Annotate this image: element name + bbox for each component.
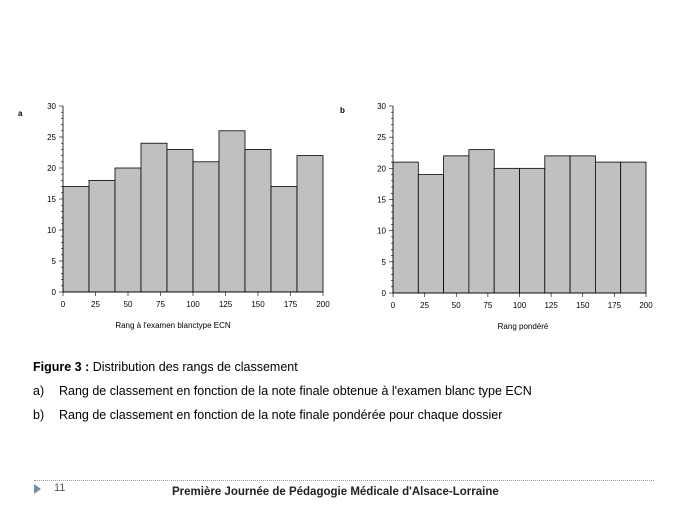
- figure-caption-label: Figure 3 :: [33, 360, 90, 374]
- y-tick-label: 25: [377, 133, 386, 142]
- x-tick-label: 75: [483, 301, 492, 310]
- x-tick-label: 25: [91, 300, 100, 309]
- y-tick-label: 30: [47, 102, 56, 111]
- page-number: 11: [54, 482, 66, 494]
- x-tick-label: 200: [316, 300, 330, 309]
- y-tick-label: 0: [52, 288, 57, 297]
- y-tick-label: 15: [377, 196, 386, 205]
- x-tick-label: 175: [284, 300, 298, 309]
- histogram-bar: [493, 167, 520, 294]
- caption-item-b: b) Rang de classement en fonction de la n…: [33, 408, 502, 422]
- x-tick-label: 0: [61, 300, 66, 309]
- x-tick-label: 50: [124, 300, 133, 309]
- x-tick-label: 175: [608, 301, 622, 310]
- y-tick-label: 20: [377, 164, 386, 173]
- histogram-bar: [218, 130, 246, 293]
- histogram-bar: [595, 161, 622, 294]
- histogram-bar: [114, 167, 142, 293]
- caption-item-b-text: Rang de classement en fonction de la not…: [59, 408, 503, 422]
- histogram-bar: [620, 161, 647, 294]
- y-tick-label: 20: [47, 164, 56, 173]
- y-tick-label: 5: [382, 258, 387, 267]
- histogram-bar: [519, 167, 546, 294]
- x-tick-label: 150: [251, 300, 265, 309]
- footer-divider: [34, 480, 654, 481]
- x-axis-label: Rang pondéré: [498, 322, 549, 331]
- x-tick-label: 150: [576, 301, 590, 310]
- caption-item-a-text: Rang de classement en fonction de la not…: [59, 384, 532, 398]
- y-tick-label: 30: [377, 102, 386, 111]
- y-tick-label: 5: [52, 257, 57, 266]
- panel-label: a: [18, 109, 23, 118]
- histogram-bar: [244, 148, 272, 293]
- y-tick-label: 0: [382, 289, 387, 298]
- y-tick-label: 10: [47, 226, 56, 235]
- y-tick-label: 15: [47, 195, 56, 204]
- histogram-bar: [392, 161, 419, 294]
- figure-caption-title: Figure 3 : Distribution des rangs de cla…: [33, 360, 298, 374]
- caption-item-a-letter: a): [33, 384, 45, 398]
- caption-item-b-letter: b): [33, 408, 45, 422]
- histogram-bar: [544, 155, 571, 294]
- figure-caption-text: Distribution des rangs de classement: [89, 360, 298, 374]
- x-tick-label: 75: [156, 300, 165, 309]
- histogram-bar: [296, 155, 324, 293]
- y-tick-label: 10: [377, 227, 386, 236]
- chevron-right-icon: [34, 484, 41, 494]
- x-tick-label: 125: [544, 301, 558, 310]
- x-tick-label: 100: [513, 301, 527, 310]
- histogram-bar: [166, 148, 194, 293]
- footer-title: Première Journée de Pédagogie Médicale d…: [172, 486, 499, 498]
- y-tick-label: 25: [47, 133, 56, 142]
- histogram-bar: [140, 142, 168, 293]
- x-tick-label: 100: [186, 300, 200, 309]
- histogram-bar: [88, 179, 116, 293]
- histogram-bar: [62, 186, 90, 293]
- caption-item-a: a) Rang de classement en fonction de la n…: [33, 384, 532, 398]
- histogram-bar: [417, 174, 444, 294]
- x-tick-label: 0: [391, 301, 396, 310]
- histogram-bar: [468, 149, 495, 294]
- histogram-bar: [270, 186, 298, 293]
- panel-label: b: [340, 106, 345, 115]
- histogram-bar: [569, 155, 596, 294]
- x-tick-label: 50: [452, 301, 461, 310]
- x-tick-label: 200: [639, 301, 653, 310]
- x-axis-label: Rang à l'examen blanctype ECN: [115, 321, 231, 330]
- x-tick-label: 125: [219, 300, 233, 309]
- histogram-bar: [443, 155, 470, 294]
- histogram-bar: [192, 161, 220, 293]
- x-tick-label: 25: [420, 301, 429, 310]
